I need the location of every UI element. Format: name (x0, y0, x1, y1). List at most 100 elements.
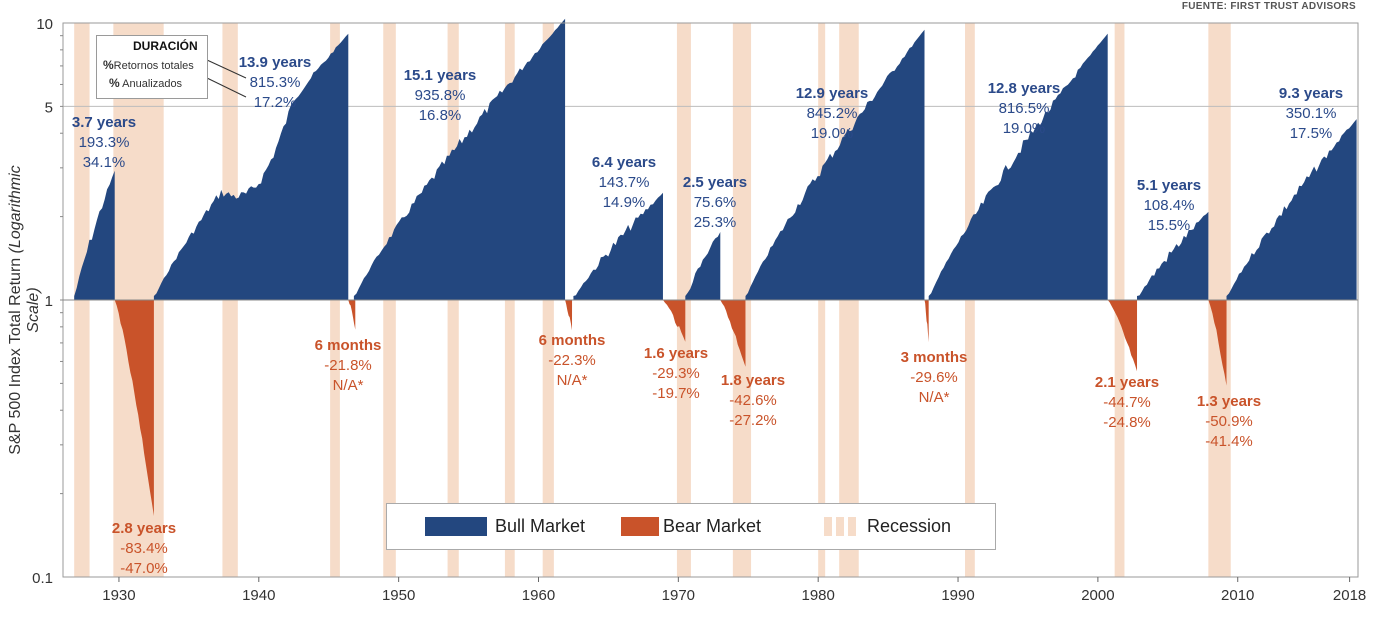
bear-market-area (565, 300, 573, 331)
y-axis-title: S&P 500 Index Total Return (Logarithmic … (7, 145, 43, 475)
y-tick-label: 10 (36, 16, 53, 33)
bull-duration-label: 5.1 years (1137, 177, 1201, 194)
bear-annualized-label: -19.7% (652, 385, 700, 402)
bear-total-return-label: -83.4% (120, 540, 168, 557)
bear-total-return-label: -29.3% (652, 365, 700, 382)
bull-total-return-label: 143.7% (599, 174, 650, 191)
key-total-return-label: Retornos totales (113, 60, 194, 72)
y-tick-label: 1 (45, 293, 53, 310)
bull-market-area (1137, 211, 1209, 300)
bull-total-return-label: 935.8% (415, 87, 466, 104)
bull-duration-label: 12.9 years (796, 85, 869, 102)
x-tick-label: 1980 (801, 587, 834, 604)
bear-duration-label: 6 months (315, 337, 382, 354)
bull-market-area (928, 33, 1108, 300)
bear-annualized-label: N/A* (557, 372, 588, 389)
bull-duration-label: 9.3 years (1279, 85, 1343, 102)
legend-bear-label: Bear Market (663, 516, 762, 536)
x-tick-label: 1940 (242, 587, 275, 604)
bull-total-return-label: 845.2% (807, 105, 858, 122)
key-annualized: % Anualizados (109, 76, 182, 90)
bull-market-area (1226, 119, 1357, 300)
bear-annualized-label: -27.2% (729, 412, 777, 429)
x-tick-label: 1930 (102, 587, 135, 604)
bear-annualized-label: -47.0% (120, 560, 168, 577)
bear-market-area (720, 300, 746, 367)
bear-annualized-label: -24.8% (1103, 414, 1151, 431)
bull-annualized-label: 17.2% (254, 94, 297, 111)
bear-market-area (662, 300, 686, 342)
bear-annualized-label: N/A* (333, 377, 364, 394)
key-box: DURACIÓN %Retornos totales % Anualizados (96, 35, 208, 99)
bear-market-area (348, 300, 356, 330)
bear-total-return-label: -44.7% (1103, 394, 1151, 411)
bear-duration-label: 1.3 years (1197, 393, 1261, 410)
y-tick-label: 5 (45, 99, 53, 116)
bull-annualized-label: 19.0% (1003, 120, 1046, 137)
x-tick-label: 1960 (522, 587, 555, 604)
bull-duration-label: 12.8 years (988, 80, 1061, 97)
bear-duration-label: 1.6 years (644, 345, 708, 362)
x-tick-label: 1970 (662, 587, 695, 604)
bull-total-return-label: 350.1% (1286, 105, 1337, 122)
x-tick-label: 2000 (1081, 587, 1114, 604)
legend-bear-swatch (621, 517, 659, 536)
bear-duration-label: 6 months (539, 332, 606, 349)
y-axis-title-main: S&P 500 Index Total Return (7, 257, 24, 455)
bull-duration-label: 2.5 years (683, 174, 747, 191)
x-tick-label: 2010 (1221, 587, 1254, 604)
x-tick-label: 1990 (941, 587, 974, 604)
bull-market-area (573, 192, 663, 300)
bear-total-return-label: -50.9% (1205, 413, 1253, 430)
bull-annualized-label: 25.3% (694, 214, 737, 231)
bear-total-return-label: -42.6% (729, 392, 777, 409)
legend-bull-swatch (425, 517, 487, 536)
bull-annualized-label: 17.5% (1290, 125, 1333, 142)
key-percent-symbol: % (109, 76, 120, 90)
bull-market-area (745, 29, 925, 301)
bull-total-return-label: 108.4% (1144, 197, 1195, 214)
legend-bull-label: Bull Market (495, 516, 586, 536)
bear-market-area (924, 300, 929, 343)
bull-market-area (74, 170, 115, 300)
key-title: DURACIÓN (133, 39, 198, 53)
bull-annualized-label: 14.9% (603, 194, 646, 211)
y-tick-label: 0.1 (32, 570, 53, 587)
bear-duration-label: 1.8 years (721, 372, 785, 389)
bull-market-area (685, 232, 721, 300)
source-note: FUENTE: FIRST TRUST ADVISORS (1181, 1, 1356, 12)
bear-annualized-label: -41.4% (1205, 433, 1253, 450)
bull-total-return-label: 816.5% (999, 100, 1050, 117)
legend: Bull Market Bear Market Recession (386, 503, 996, 550)
legend-recession-swatch (824, 517, 860, 536)
x-tick-label: 1950 (382, 587, 415, 604)
bull-annualized-label: 16.8% (419, 107, 462, 124)
bull-duration-label: 6.4 years (592, 154, 656, 171)
bull-duration-label: 15.1 years (404, 67, 477, 84)
key-percent-symbol: % (103, 58, 114, 72)
bear-duration-label: 3 months (901, 349, 968, 366)
bull-market-area (353, 18, 566, 300)
key-leader-line (206, 59, 247, 79)
key-leader-line (206, 77, 247, 98)
key-annualized-label: Anualizados (122, 78, 183, 90)
legend-recession-label: Recession (867, 516, 952, 536)
bull-duration-label: 13.9 years (239, 54, 312, 71)
bear-market-area (114, 300, 154, 516)
bear-total-return-label: -21.8% (324, 357, 372, 374)
bear-duration-label: 2.8 years (112, 520, 176, 537)
bull-annualized-label: 34.1% (83, 154, 126, 171)
bear-duration-label: 2.1 years (1095, 374, 1159, 391)
market-labels: 3.7 years 193.3% 34.1% 13.9 years 815.3% 17.2… (72, 54, 1343, 577)
bear-total-return-label: -29.6% (910, 369, 958, 386)
key-total-return: %Retornos totales (103, 58, 194, 72)
bull-annualized-label: 19.0% (811, 125, 854, 142)
bull-annualized-label: 15.5% (1148, 217, 1191, 234)
x-tick-label: 2018 (1333, 587, 1366, 604)
bull-total-return-label: 75.6% (694, 194, 737, 211)
bull-market-area (153, 33, 349, 300)
bear-annualized-label: N/A* (919, 389, 950, 406)
bear-total-return-label: -22.3% (548, 352, 596, 369)
axes: 0.1 1 5 10 1930 1940 1950 1960 1970 1980 1990 2000 2… (32, 16, 1366, 604)
